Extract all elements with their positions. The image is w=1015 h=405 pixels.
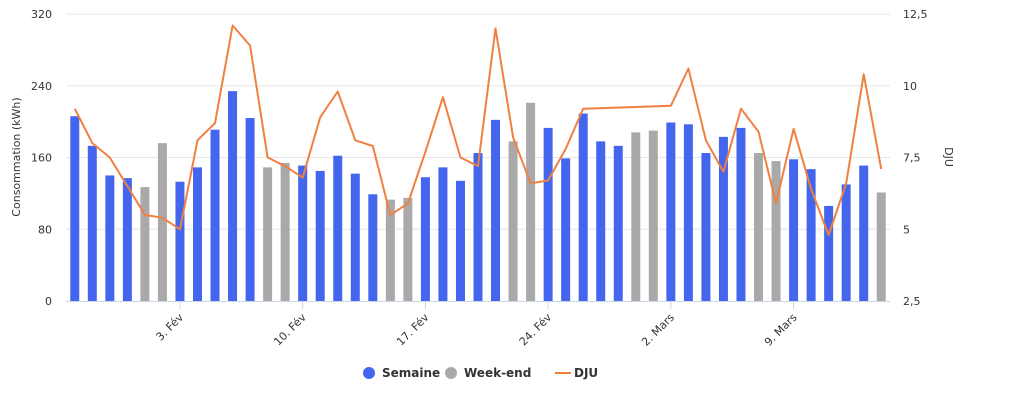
bar-semaine bbox=[543, 127, 553, 301]
y-right-tick-label: 2,5 bbox=[903, 295, 921, 308]
y-right-tick-label: 5 bbox=[903, 223, 910, 236]
x-tick-label: 10. Fév bbox=[271, 311, 309, 349]
x-tick-label: 24. Fév bbox=[517, 311, 555, 349]
bar-semaine bbox=[70, 116, 80, 302]
legend-label: Week-end bbox=[464, 366, 531, 380]
bar-semaine bbox=[105, 175, 115, 301]
legend-item-dju[interactable]: DJU bbox=[555, 366, 598, 380]
bar-semaine bbox=[87, 145, 97, 301]
bar-semaine bbox=[368, 194, 378, 301]
legend-item-week-end[interactable]: Week-end bbox=[445, 366, 531, 380]
bar-semaine bbox=[666, 122, 676, 301]
dju-line-group bbox=[73, 24, 883, 236]
legend-symbol bbox=[445, 367, 457, 379]
y-right-tick-label: 10 bbox=[903, 80, 917, 93]
bar-semaine bbox=[455, 180, 465, 301]
bar-semaine bbox=[578, 113, 588, 301]
legend-label: DJU bbox=[574, 366, 598, 380]
bar-week-end bbox=[771, 161, 781, 301]
x-tick-label: 3. Fév bbox=[154, 311, 187, 344]
bar-semaine bbox=[613, 145, 623, 301]
legend-item-semaine[interactable]: Semaine bbox=[363, 366, 440, 380]
x-tick-label: 17. Fév bbox=[394, 311, 432, 349]
y-right-tick-label: 12,5 bbox=[903, 8, 928, 21]
bar-semaine bbox=[806, 169, 816, 301]
bars-group bbox=[70, 91, 886, 302]
y-right-tick-label: 7,5 bbox=[903, 152, 921, 165]
y-axis-left-ticks: 0 80 160 240 320 bbox=[31, 8, 52, 308]
bar-semaine bbox=[228, 91, 238, 301]
x-axis-ticks: 3. Fév 10. Fév 17. Fév 24. Fév 2. Mars 9. Mar… bbox=[154, 301, 800, 349]
y-left-tick-label: 160 bbox=[31, 152, 52, 165]
bar-week-end bbox=[157, 143, 167, 301]
bar-semaine bbox=[438, 167, 448, 301]
y-left-tick-label: 320 bbox=[31, 8, 52, 21]
bar-semaine bbox=[315, 170, 325, 301]
bar-week-end bbox=[403, 197, 413, 301]
y-axis-right-title: DJU bbox=[942, 147, 955, 167]
bar-week-end bbox=[876, 192, 886, 301]
bar-week-end bbox=[508, 141, 518, 301]
bar-semaine bbox=[122, 178, 132, 301]
dju-line bbox=[73, 24, 883, 236]
bar-semaine bbox=[350, 173, 360, 301]
y-axis-left-title: Consommation (kWh) bbox=[10, 97, 23, 216]
bar-semaine bbox=[701, 153, 711, 301]
bar-semaine bbox=[736, 127, 746, 301]
bar-semaine bbox=[175, 181, 185, 301]
legend-symbol bbox=[363, 367, 375, 379]
bar-semaine bbox=[789, 159, 799, 301]
legend: Semaine Week-end DJU bbox=[363, 366, 598, 380]
bar-semaine bbox=[245, 118, 255, 301]
bar-semaine bbox=[473, 153, 483, 301]
bar-semaine bbox=[420, 177, 430, 301]
bar-week-end bbox=[526, 102, 536, 302]
bar-week-end bbox=[631, 132, 641, 301]
bar-semaine bbox=[561, 158, 571, 301]
y-left-tick-label: 80 bbox=[38, 223, 52, 236]
bar-semaine bbox=[841, 184, 851, 301]
bar-semaine bbox=[683, 124, 693, 301]
bar-semaine bbox=[718, 136, 728, 301]
bar-semaine bbox=[192, 167, 202, 301]
y-left-tick-label: 240 bbox=[31, 80, 52, 93]
bar-week-end bbox=[280, 162, 290, 301]
bar-semaine bbox=[333, 155, 343, 301]
bar-semaine bbox=[491, 119, 501, 301]
x-tick-label: 9. Mars bbox=[762, 311, 800, 349]
bar-semaine bbox=[824, 205, 834, 301]
bar-semaine bbox=[596, 141, 606, 301]
bar-week-end bbox=[754, 153, 764, 301]
bar-week-end bbox=[140, 187, 150, 301]
y-left-tick-label: 0 bbox=[45, 295, 52, 308]
bar-semaine bbox=[859, 165, 869, 301]
y-axis-right-ticks: 2,5 5 7,5 10 12,5 bbox=[903, 8, 928, 308]
bar-semaine bbox=[210, 129, 220, 301]
bar-week-end bbox=[385, 199, 395, 301]
x-tick-label: 2. Mars bbox=[639, 311, 677, 349]
bar-semaine bbox=[298, 165, 308, 301]
legend-label: Semaine bbox=[382, 366, 440, 380]
bar-week-end bbox=[648, 130, 658, 301]
bar-week-end bbox=[263, 167, 273, 301]
